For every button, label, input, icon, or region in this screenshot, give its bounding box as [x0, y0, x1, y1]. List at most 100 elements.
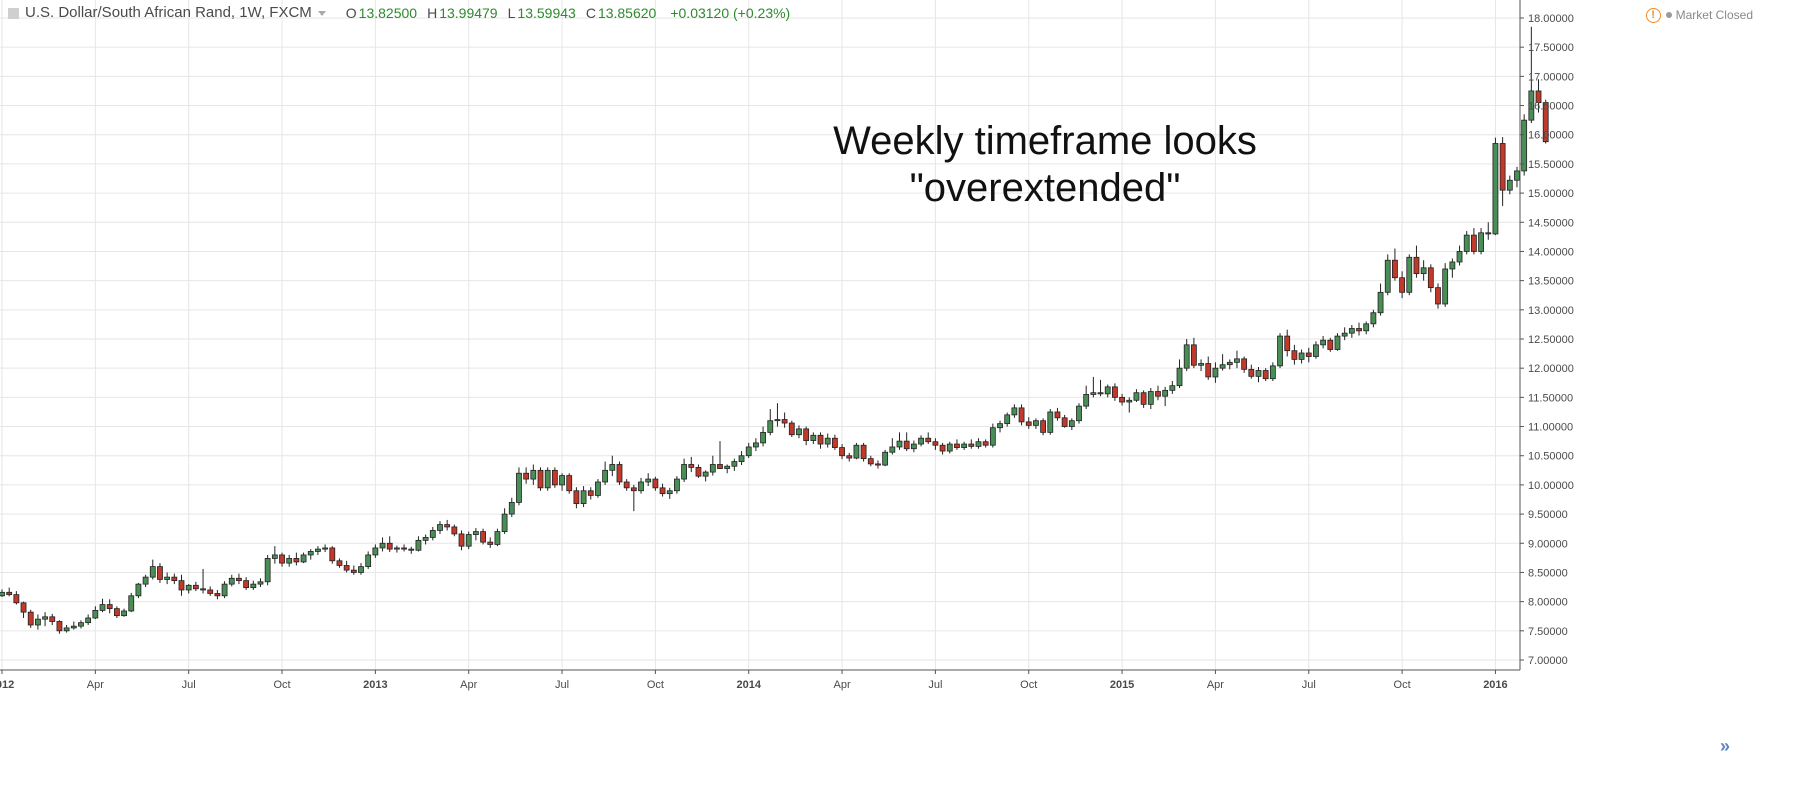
- candle-body: [49, 616, 56, 622]
- candle: [695, 464, 702, 478]
- candle: [1334, 333, 1341, 351]
- candle-body: [968, 443, 975, 447]
- candle-body: [1506, 179, 1513, 191]
- y-tick-label: 15.50000: [1528, 159, 1574, 171]
- candle: [1492, 137, 1499, 236]
- candle: [997, 420, 1003, 433]
- candle: [1040, 418, 1046, 436]
- candle: [458, 530, 465, 551]
- candle-body: [1420, 267, 1427, 275]
- candle: [1090, 376, 1097, 398]
- candle-body: [939, 444, 946, 452]
- y-tick-label: 18.00000: [1528, 13, 1574, 25]
- candle: [1033, 418, 1039, 429]
- x-tick-label: Oct: [1020, 679, 1037, 691]
- candle-body: [415, 539, 422, 551]
- candle: [322, 544, 329, 553]
- candle: [286, 554, 293, 567]
- candle: [437, 521, 443, 534]
- candle-body: [1427, 267, 1434, 289]
- candle: [1219, 354, 1226, 371]
- candle-body: [645, 478, 652, 483]
- candle: [336, 558, 343, 568]
- candle: [745, 442, 752, 459]
- symbol-title[interactable]: U.S. Dollar/South African Rand, 1W, FXCM: [25, 4, 312, 21]
- candle: [1226, 359, 1233, 370]
- candle-body: [1054, 411, 1061, 419]
- candle-body: [623, 481, 630, 489]
- x-tick-label: Apr: [460, 679, 477, 691]
- x-tick-label: 2012: [0, 679, 14, 691]
- market-status[interactable]: ! Market Closed: [1645, 6, 1753, 24]
- candle-body: [113, 608, 120, 617]
- ohlc-high: H 13.99479: [427, 5, 498, 21]
- candle-body: [1370, 312, 1377, 325]
- candle: [192, 581, 199, 592]
- candle: [1025, 417, 1032, 429]
- candle: [702, 470, 709, 482]
- candle: [817, 432, 824, 449]
- candle: [1112, 383, 1118, 401]
- candle: [982, 439, 989, 448]
- candle-body: [1269, 365, 1276, 380]
- candle: [1406, 254, 1413, 296]
- candle: [149, 559, 156, 580]
- scroll-to-latest-icon[interactable]: »: [1719, 736, 1730, 756]
- x-tick-label: 2016: [1483, 679, 1507, 691]
- candle: [164, 572, 171, 585]
- candle-body: [422, 537, 429, 541]
- candle: [207, 586, 214, 596]
- candle-body: [1047, 411, 1054, 433]
- candle-body: [171, 576, 178, 582]
- candle-body: [1463, 234, 1470, 252]
- candle-body: [1212, 367, 1219, 378]
- candle-body: [164, 576, 171, 580]
- chevron-down-icon[interactable]: [317, 10, 326, 16]
- candle-body: [1104, 386, 1111, 395]
- candle-body: [1392, 259, 1398, 279]
- candle-body: [1112, 386, 1118, 398]
- candle: [494, 528, 501, 547]
- candle: [623, 479, 630, 491]
- y-tick-label: 13.00000: [1528, 305, 1574, 317]
- candle-body: [135, 583, 142, 597]
- candle: [307, 549, 314, 560]
- candle-body: [774, 419, 781, 422]
- candle-body: [271, 554, 278, 559]
- candle-body: [559, 475, 565, 486]
- candle: [867, 455, 874, 467]
- candle: [523, 467, 530, 484]
- candle-body: [472, 531, 479, 535]
- candle: [20, 601, 27, 618]
- candle: [408, 546, 415, 554]
- candle: [386, 536, 393, 553]
- candle: [1291, 344, 1298, 365]
- candle: [860, 442, 867, 462]
- candle: [300, 552, 307, 564]
- candle-body: [1277, 335, 1283, 367]
- y-tick-label: 17.00000: [1528, 71, 1574, 83]
- candle-body: [42, 616, 48, 620]
- candle: [465, 531, 472, 550]
- candle: [279, 552, 285, 567]
- candle: [42, 612, 48, 627]
- candle-body: [128, 595, 135, 612]
- candle: [738, 451, 745, 466]
- candle: [925, 432, 932, 445]
- x-tick-label: 2013: [363, 679, 387, 691]
- candle: [228, 574, 235, 587]
- candle: [1427, 264, 1434, 293]
- candle: [1327, 337, 1334, 352]
- candle-body: [709, 464, 716, 473]
- y-tick-label: 16.00000: [1528, 130, 1574, 142]
- candle: [788, 420, 795, 438]
- candle-body: [1478, 232, 1484, 252]
- y-tick-label: 16.50000: [1528, 101, 1574, 113]
- candle-body: [810, 434, 817, 441]
- candle: [1363, 321, 1370, 335]
- candle-body: [1205, 363, 1212, 378]
- warning-icon[interactable]: !: [1645, 7, 1661, 23]
- candle: [774, 403, 781, 427]
